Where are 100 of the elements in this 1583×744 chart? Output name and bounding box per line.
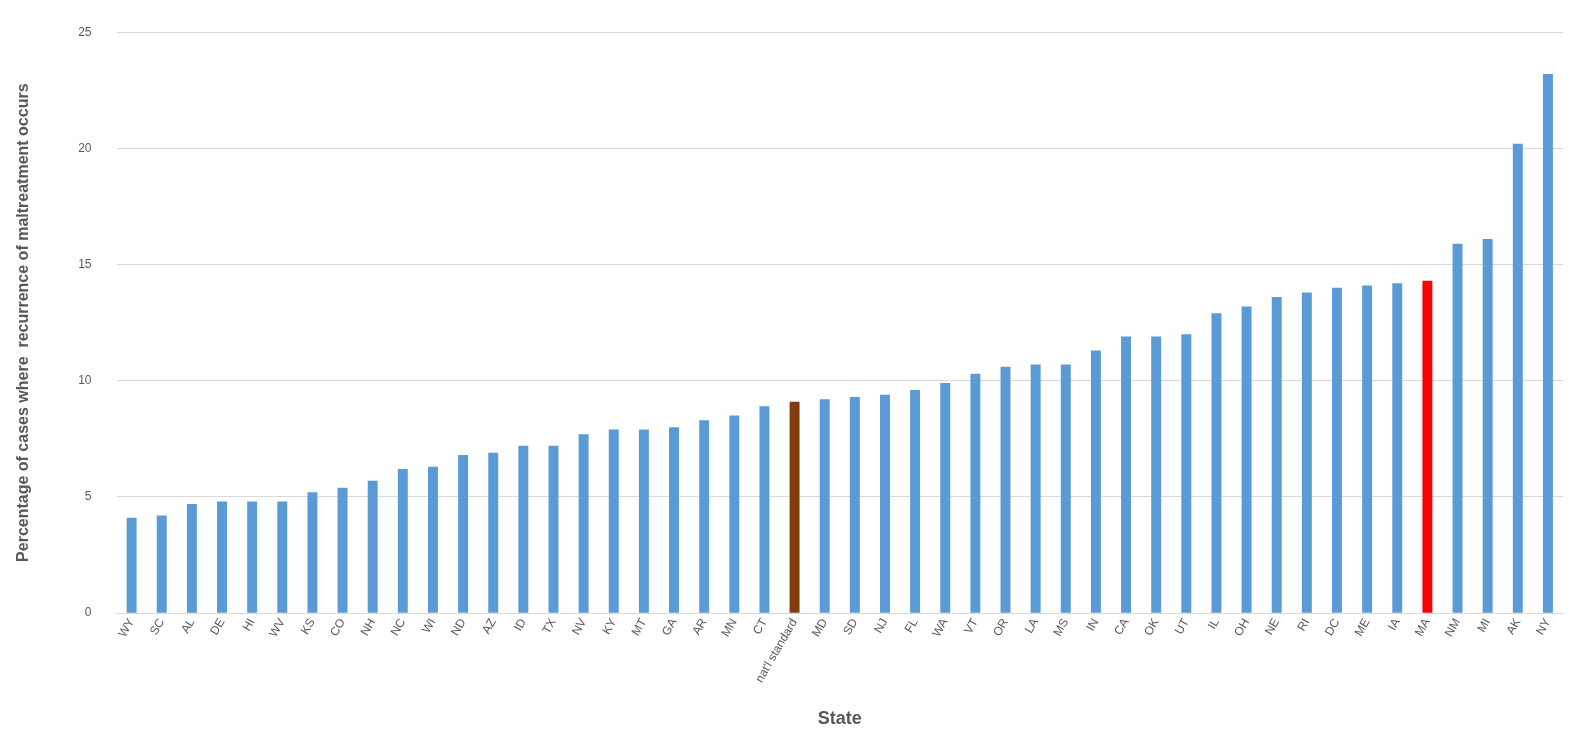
x-tick-label: ND <box>447 615 469 638</box>
bar <box>1482 239 1493 613</box>
x-tick-label: MT <box>628 615 650 638</box>
x-tick-label: IL <box>1204 615 1223 632</box>
bar <box>1181 334 1192 613</box>
bar <box>1000 366 1011 613</box>
x-tick-label: KS <box>297 615 318 637</box>
bar <box>1452 243 1463 613</box>
bar <box>729 415 740 613</box>
x-tick-label: WY <box>115 615 138 640</box>
x-tick-label: IA <box>1384 615 1403 633</box>
x-tick-label: NC <box>387 615 409 638</box>
bar <box>880 394 890 613</box>
x-tick-label: OH <box>1230 615 1253 639</box>
x-tick-label: OK <box>1140 615 1162 638</box>
bar <box>578 434 589 613</box>
x-tick-label: WV <box>265 615 288 640</box>
y-tick-label: 0 <box>84 605 92 620</box>
x-tick-label: IN <box>1083 615 1102 634</box>
x-tick-label: NM <box>1441 615 1463 640</box>
bar <box>367 480 378 613</box>
y-tick-label: 20 <box>78 140 92 155</box>
y-tick-label: 10 <box>78 373 92 388</box>
x-tick-label: NE <box>1261 615 1283 638</box>
bar <box>488 452 499 613</box>
bar <box>1151 336 1162 613</box>
x-tick-label: RI <box>1294 615 1313 634</box>
x-tick-label: UT <box>1171 615 1193 637</box>
x-tick-label: AL <box>177 615 198 636</box>
x-tick-label: HI <box>239 615 258 634</box>
x-tick-label: MS <box>1050 615 1072 639</box>
bar <box>1090 350 1101 613</box>
x-tick-label: KY <box>599 615 620 637</box>
bar <box>1271 297 1282 613</box>
x-tick-label: FL <box>901 615 921 636</box>
bar <box>427 466 438 613</box>
y-tick-label: 5 <box>84 489 92 504</box>
bar <box>638 429 649 613</box>
x-tick-label: SD <box>839 615 861 638</box>
bar <box>1392 283 1403 613</box>
bar <box>699 420 710 613</box>
bar <box>1512 143 1523 613</box>
bar <box>819 399 830 613</box>
bar <box>337 487 348 613</box>
bar <box>1241 306 1252 613</box>
bar <box>518 445 529 613</box>
x-tick-label: AZ <box>478 615 499 637</box>
bar <box>1211 313 1222 613</box>
x-tick-label: LA <box>1021 615 1042 636</box>
x-tick-label: ID <box>510 615 529 634</box>
bar <box>247 501 258 613</box>
bar <box>789 401 800 613</box>
bar <box>1362 285 1373 613</box>
bar <box>548 445 559 613</box>
bar <box>307 492 318 613</box>
x-tick-label: CA <box>1111 615 1132 638</box>
bar <box>1060 364 1071 613</box>
x-tick-label: MN <box>718 615 740 640</box>
bar <box>397 469 408 613</box>
x-axis-title: State <box>817 708 862 729</box>
bar <box>277 501 288 613</box>
bar <box>1422 280 1433 613</box>
x-tick-label: SC <box>146 615 168 638</box>
x-tick-label: OR <box>989 615 1012 639</box>
bar <box>126 517 137 613</box>
x-tick-label: WA <box>929 615 951 640</box>
x-tick-label: DC <box>1321 615 1343 638</box>
bar <box>1030 364 1041 613</box>
bar <box>186 503 197 613</box>
x-tick-label: VT <box>961 615 982 637</box>
bar <box>1542 74 1553 613</box>
x-tick-label: NY <box>1532 615 1554 638</box>
bar <box>970 373 981 613</box>
bar <box>1121 336 1132 613</box>
x-tick-label: NH <box>357 615 379 638</box>
x-tick-label: AR <box>689 615 710 638</box>
y-tick-label: 15 <box>78 256 92 271</box>
bar <box>1332 287 1342 613</box>
x-tick-label: MA <box>1411 615 1433 639</box>
x-tick-label: NV <box>568 615 590 638</box>
y-tick-label: 25 <box>78 24 92 39</box>
bar <box>458 455 469 613</box>
bar <box>759 406 770 613</box>
bar <box>910 390 921 613</box>
bar <box>940 383 951 613</box>
x-tick-label: MD <box>808 615 831 640</box>
bar <box>669 427 680 613</box>
bar <box>849 397 860 613</box>
x-tick-label: ME <box>1351 615 1373 639</box>
x-tick-label: DE <box>207 615 228 638</box>
x-tick-label: GA <box>658 615 680 638</box>
x-tick-label: MI <box>1474 615 1494 635</box>
x-tick-label: NJ <box>870 615 891 636</box>
x-tick-label: AK <box>1503 615 1524 637</box>
bar <box>217 501 227 613</box>
bar <box>608 429 619 613</box>
x-tick-label: TX <box>539 615 559 637</box>
x-tick-label: WI <box>418 615 439 636</box>
y-axis-title: Percentage of cases where recurrence of maltreatment occurs <box>14 83 32 562</box>
bar <box>1301 292 1312 613</box>
